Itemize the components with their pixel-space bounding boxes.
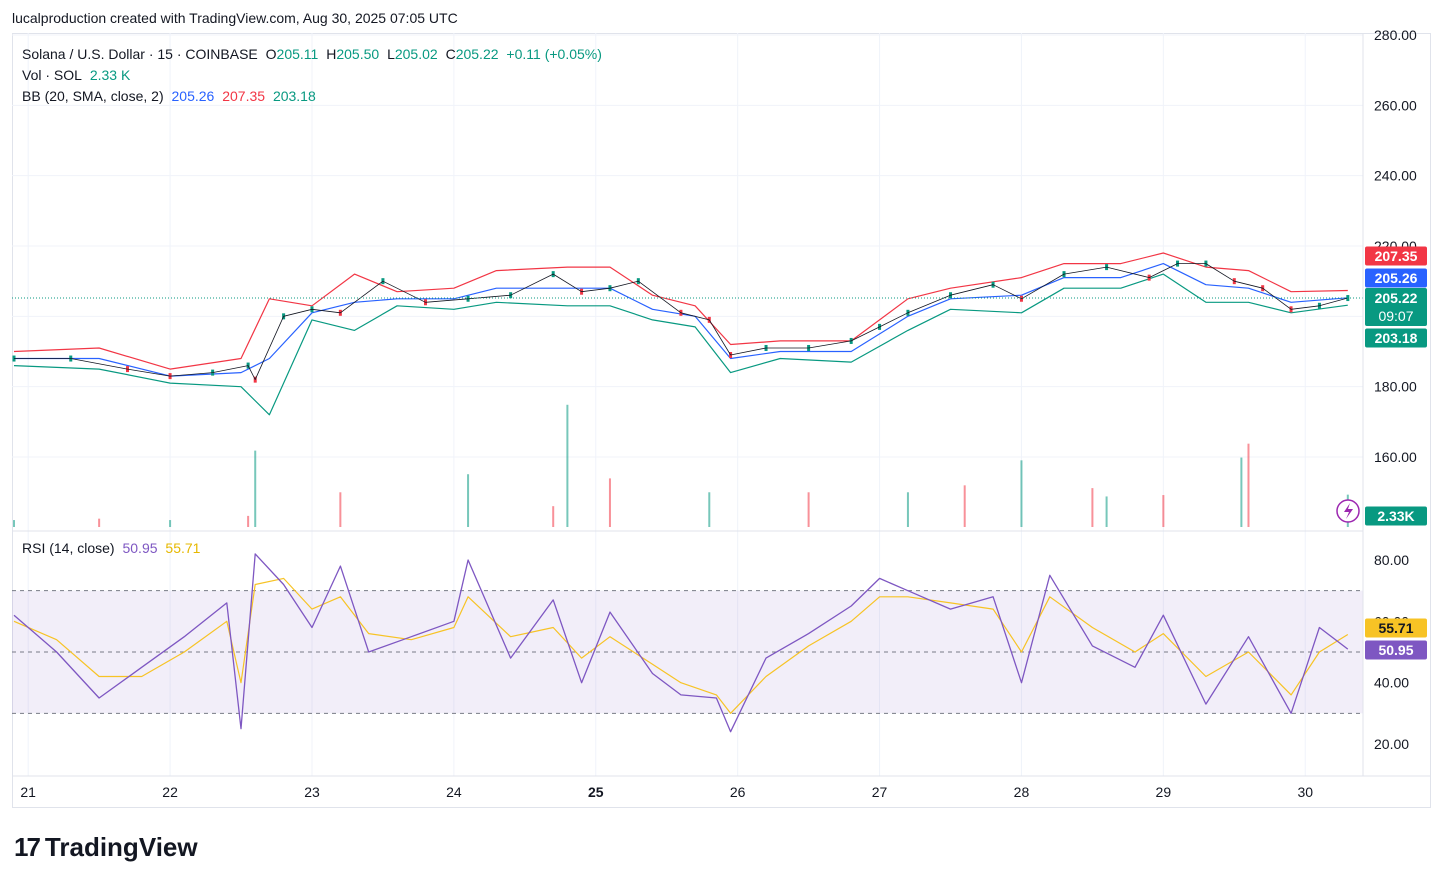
- rsi-line: [13, 553, 1349, 733]
- brand-name: TradingView: [44, 832, 198, 862]
- badge-bb-lower: 203.18: [1375, 330, 1418, 346]
- badge-rsi-ma-bg: [1365, 618, 1427, 638]
- volume-legend[interactable]: Vol · SOL 2.33 K: [22, 67, 134, 83]
- open-label: O: [265, 46, 277, 62]
- volume-bar: [906, 492, 909, 527]
- time-tick-label: 30: [1297, 784, 1313, 800]
- badge-volume: 2.33K: [1377, 508, 1414, 524]
- time-tick-label: 22: [162, 784, 178, 800]
- high-label: H: [326, 46, 337, 62]
- price-tick-label: 280.00: [1374, 27, 1417, 43]
- close-label: C: [445, 46, 456, 62]
- volume-bar: [254, 450, 257, 527]
- badge-bb-upper: 207.35: [1375, 248, 1418, 264]
- volume-bar: [1020, 460, 1023, 527]
- tradingview-logo[interactable]: 17 TradingView: [14, 832, 198, 863]
- volume-bar: [708, 492, 711, 527]
- volume-bar: [13, 520, 15, 527]
- bb-legend[interactable]: BB (20, SMA, close, 2) 205.26 207.35 203…: [22, 88, 320, 104]
- close-value: 205.22: [455, 46, 499, 62]
- chart-header-caption: lucalproduction created with TradingView…: [12, 10, 458, 26]
- bb-upper-value: 207.35: [222, 88, 266, 104]
- badge-bb-upper-bg: [1365, 246, 1427, 266]
- badge-rsi: 50.95: [1378, 642, 1413, 658]
- volume-bar: [467, 474, 470, 527]
- open-value: 205.11: [276, 46, 319, 62]
- volume-bar: [552, 506, 555, 527]
- price-line: [14, 263, 1348, 381]
- badge-bb-lower-bg: [1365, 328, 1427, 348]
- volume-bar: [247, 515, 250, 527]
- bb-label: BB (20, SMA, close, 2): [22, 88, 164, 104]
- tradingview-logo-icon: 17: [14, 832, 41, 862]
- low-value: 205.02: [394, 46, 438, 62]
- volume-bar: [98, 518, 101, 527]
- badge-bb-basis-bg: [1365, 268, 1427, 288]
- time-tick-label: 24: [446, 784, 462, 800]
- change-value: +0.11 (+0.05%): [506, 46, 602, 62]
- volume-value: 2.33 K: [89, 67, 131, 83]
- volume-bar: [566, 404, 569, 527]
- time-tick-label: 28: [1014, 784, 1030, 800]
- volume-bar: [169, 520, 172, 527]
- bb-lower-value: 203.18: [272, 88, 316, 104]
- volume-bar: [1240, 457, 1243, 527]
- bb-basis-value: 205.26: [171, 88, 215, 104]
- volume-bar: [608, 478, 611, 527]
- time-tick-label: 25: [588, 784, 604, 800]
- time-tick-label: 26: [730, 784, 746, 800]
- rsi-label: RSI (14, close): [22, 540, 115, 556]
- symbol-name: Solana / U.S. Dollar · 15 · COINBASE: [22, 46, 258, 62]
- volume-bar: [1105, 496, 1108, 527]
- volume-bar: [1091, 488, 1094, 527]
- badge-rsi-ma: 55.71: [1378, 620, 1413, 636]
- badge-volume-bg: [1365, 506, 1427, 526]
- bb-lower-line: [13, 273, 1348, 416]
- badge-bb-basis: 205.26: [1375, 270, 1418, 286]
- flash-icon[interactable]: [1336, 499, 1360, 523]
- time-tick-label: 21: [20, 784, 36, 800]
- bb-upper-line: [13, 252, 1348, 370]
- volume-bar: [807, 492, 810, 527]
- price-tick-label: 180.00: [1374, 379, 1417, 395]
- price-tick-label: 160.00: [1374, 449, 1417, 465]
- series-group: [12, 252, 1363, 733]
- price-tick-label: 240.00: [1374, 168, 1417, 184]
- rsi-ma-value: 55.71: [165, 540, 201, 556]
- time-tick-label: 27: [872, 784, 888, 800]
- badge-countdown: 09:07: [1378, 308, 1413, 324]
- low-label: L: [387, 46, 395, 62]
- rsi-tick-label: 40.00: [1374, 675, 1409, 691]
- symbol-legend[interactable]: Solana / U.S. Dollar · 15 · COINBASE O20…: [22, 46, 606, 62]
- rsi-tick-label: 80.00: [1374, 552, 1409, 568]
- chart-frame[interactable]: [12, 33, 1431, 808]
- rsi-tick-label: 20.00: [1374, 736, 1409, 752]
- rsi-band-lines: [12, 590, 1363, 714]
- badge-rsi-bg: [1365, 640, 1427, 660]
- price-tick-label: 260.00: [1374, 97, 1417, 113]
- volume-bar: [339, 492, 342, 527]
- rsi-legend[interactable]: RSI (14, close) 50.95 55.71: [22, 540, 204, 556]
- volume-bar: [1247, 443, 1250, 527]
- time-tick-label: 23: [304, 784, 320, 800]
- price-badges: 207.35 205.26 205.22 09:07 203.18 2.33K 55.71 5…: [1365, 246, 1427, 660]
- volume-label: Vol · SOL: [22, 67, 82, 83]
- volume-bar: [963, 485, 966, 527]
- volume-bars: [13, 404, 1349, 527]
- badge-last-bg: [1365, 288, 1427, 326]
- volume-bar: [1162, 495, 1165, 527]
- rsi-value: 50.95: [122, 540, 158, 556]
- badge-last-price: 205.22: [1375, 290, 1418, 306]
- time-tick-label: 29: [1156, 784, 1172, 800]
- high-value: 205.50: [336, 46, 380, 62]
